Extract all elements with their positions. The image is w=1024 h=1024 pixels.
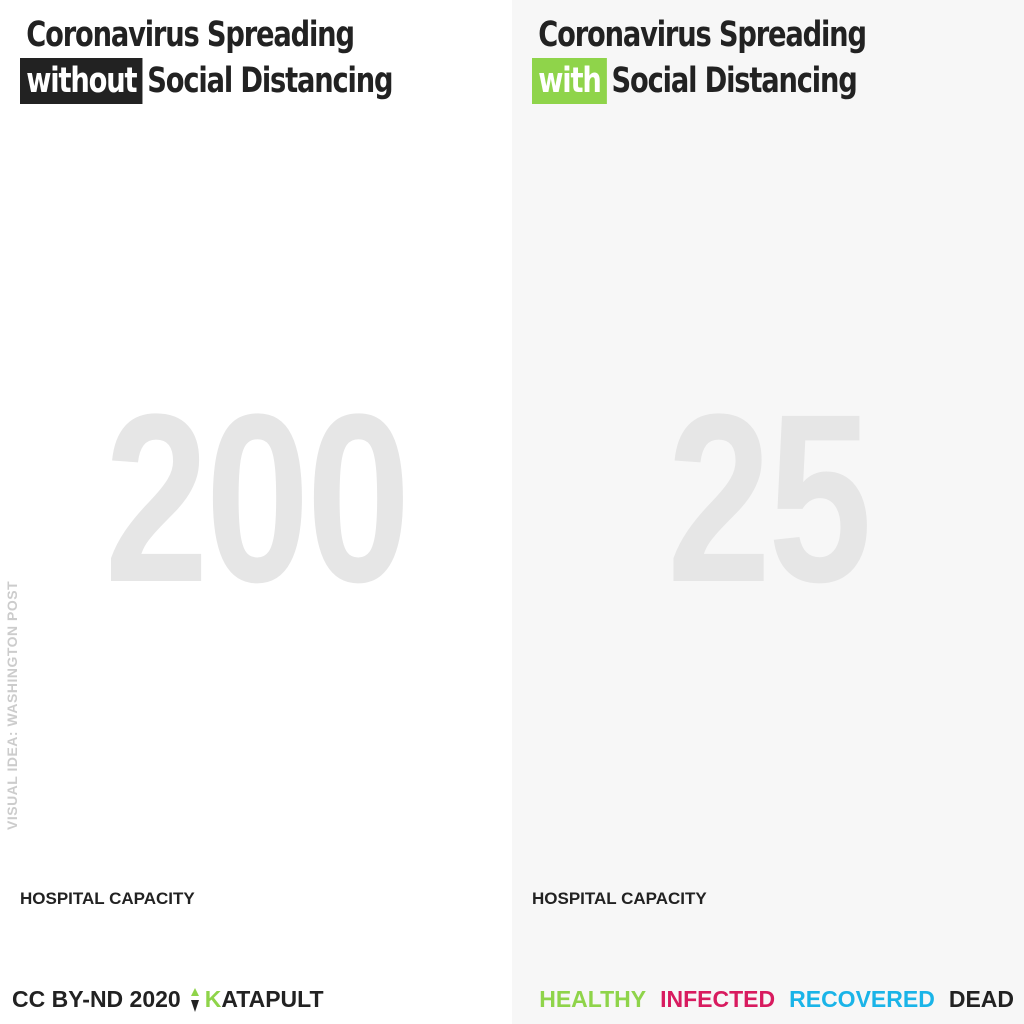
title-highlight-with: with <box>532 58 607 104</box>
legend: HEALTHY INFECTED RECOVERED DEAD <box>539 986 1014 1013</box>
title-highlight-without: without <box>20 58 143 104</box>
hospital-capacity-number: 200 <box>104 364 411 632</box>
brand-initial: K <box>204 986 222 1012</box>
brand-logo: KATAPULT <box>189 986 324 1013</box>
legend-dead: DEAD <box>948 986 1014 1012</box>
legend-infected: INFECTED <box>660 986 776 1012</box>
title-rest: Social Distancing <box>611 61 858 101</box>
title-rest: Social Distancing <box>147 61 393 101</box>
title-line-1: Coronavirus Spreading <box>26 15 355 55</box>
brand-name: ATAPULT <box>221 986 324 1012</box>
simulation-panel-with-distancing: Coronavirus Spreading with Social Distanc… <box>512 0 1024 1024</box>
hospital-capacity-label: HOSPITAL CAPACITY <box>532 889 707 908</box>
hospital-capacity-label: HOSPITAL CAPACITY <box>20 889 195 908</box>
legend-healthy: HEALTHY <box>539 986 647 1012</box>
katapult-logo-icon <box>190 987 199 1012</box>
panel-title: Coronavirus Spreading with Social Distanc… <box>532 12 867 104</box>
title-line-1: Coronavirus Spreading <box>538 15 867 55</box>
simulation-panel-without-distancing: Coronavirus Spreading without Social Dist… <box>20 12 411 908</box>
license-text: CC BY-ND 2020 <box>12 986 181 1012</box>
legend-recovered: RECOVERED <box>789 986 935 1012</box>
hospital-capacity-number: 25 <box>667 364 872 632</box>
panel-title: Coronavirus Spreading without Social Dist… <box>20 12 394 104</box>
footer-license: CC BY-ND 2020 KATAPULT <box>12 986 324 1013</box>
visual-idea-credit: VISUAL IDEA: WASHINGTON POST <box>4 580 20 830</box>
